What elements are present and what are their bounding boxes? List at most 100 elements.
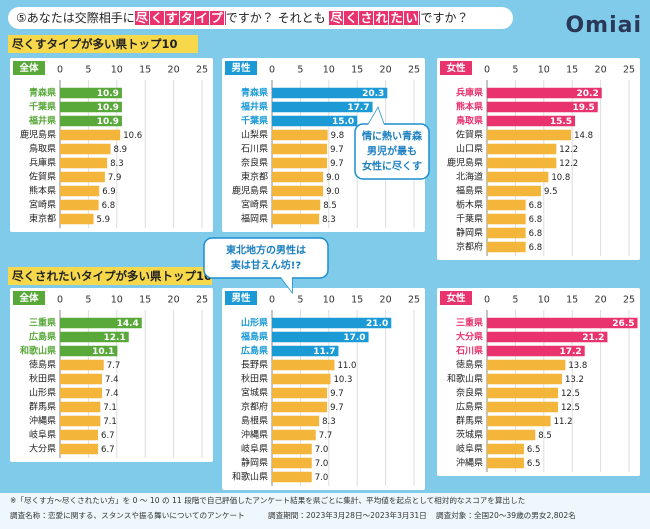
x-tick-label: 20 [595,295,607,306]
x-tick-label: 25 [623,65,635,76]
value-label: 21.2 [582,333,604,343]
category-label: 静岡県 [456,227,483,239]
bar [272,359,335,371]
category-label: 山口県 [456,144,483,155]
bar [487,457,524,469]
category-label: 徳島県 [29,359,56,371]
header: ⑤あなたは交際相手に尽くすタイプですか？ それとも 尽くされたいですか？ [8,7,513,29]
value-label: 15.5 [550,117,572,127]
bar [60,317,142,329]
bar [487,373,562,385]
category-label: 沖縄県 [241,429,268,441]
value-label: 11.2 [554,417,573,427]
value-label: 7.1 [103,417,117,427]
x-tick-label: 10 [538,295,550,306]
category-label: 岐阜県 [456,443,483,455]
x-tick-label: 10 [323,295,335,306]
bar [272,387,328,399]
category-label: 兵庫県 [456,87,483,99]
footer-survey-name: 調査名称：恋愛に関する、スタンスや振る舞いについてのアンケート [10,510,245,520]
callout-text: 女性に尽くす [362,160,422,173]
value-label: 8.9 [114,145,128,155]
bar [487,115,576,127]
bar [60,443,99,455]
category-label: 福井県 [240,101,268,113]
bar [487,429,536,441]
category-label: 山形県 [29,387,56,399]
bar [60,359,104,371]
category-label: 鹿児島県 [447,157,483,169]
category-label: 群馬県 [29,401,56,413]
header-text: ですか？ それとも [225,11,326,25]
category-label: 栃木県 [456,199,483,211]
x-tick-label: 20 [168,295,180,306]
panel-tag-bg [225,61,257,75]
value-label: 5.9 [97,215,111,225]
x-tick-label: 25 [623,295,635,306]
panel-tag: 女性 [446,62,466,74]
category-label: 和歌山県 [232,472,268,483]
bar [60,185,100,197]
category-label: 兵庫県 [29,157,56,169]
category-label: 千葉県 [29,101,56,113]
category-label: 東京都 [29,213,56,225]
category-label: 佐賀県 [456,129,483,141]
bar [272,429,316,441]
panel-tag-bg [440,61,472,75]
x-tick-label: 15 [351,65,363,76]
callout-text: 東北地方の男性は [226,244,306,257]
panel-tag: 全体 [19,292,39,304]
category-label: 長野県 [241,360,268,371]
category-label: 広島県 [240,345,268,357]
bar [487,359,566,371]
bar [487,387,558,399]
bar [487,227,526,239]
value-label: 13.2 [565,375,584,385]
value-label: 17.2 [559,347,581,357]
bar [487,415,551,427]
footer-band [0,493,650,529]
x-tick-label: 0 [269,295,275,306]
value-label: 14.4 [117,319,139,329]
value-label: 7.1 [103,403,117,413]
value-label: 9.7 [330,159,344,169]
value-label: 17.7 [347,103,369,113]
bar [487,171,549,183]
bar [60,429,99,441]
bar [272,101,373,113]
bar [272,129,328,141]
category-label: 徳島県 [456,359,483,371]
bar [272,213,320,225]
bar [487,241,526,253]
x-tick-label: 15 [139,65,151,76]
value-label: 10.3 [334,375,353,385]
category-label: 大分県 [29,443,56,455]
header-text: ⑤あなたは交際相手に [16,11,135,25]
value-label: 10.9 [97,103,119,113]
value-label: 7.0 [315,445,329,455]
category-label: 広島県 [456,401,483,413]
value-label: 12.5 [561,389,580,399]
value-label: 7.7 [319,431,333,441]
category-label: 京都府 [456,242,483,253]
bar [272,331,369,343]
bar [60,143,111,155]
value-label: 8.3 [322,215,336,225]
x-tick-label: 10 [111,295,123,306]
panel-tag: 男性 [231,62,251,74]
callout-text: 実は甘えん坊!? [231,259,302,272]
x-tick-label: 5 [512,65,518,76]
bar [60,101,122,113]
category-label: 福岡県 [241,213,268,225]
bar [487,345,585,357]
x-tick-label: 15 [139,295,151,306]
category-label: 北海道 [456,171,483,183]
bar [60,373,103,385]
footer-note: ※「尽くす方～尽くされたい方」を 0 ～ 10 の 11 段階で自己評価したアン… [10,495,525,505]
category-label: 大分県 [456,331,483,343]
x-tick-label: 15 [351,295,363,306]
category-label: 島根県 [241,415,268,427]
x-tick-label: 0 [57,295,63,306]
category-label: 青森県 [241,87,268,99]
